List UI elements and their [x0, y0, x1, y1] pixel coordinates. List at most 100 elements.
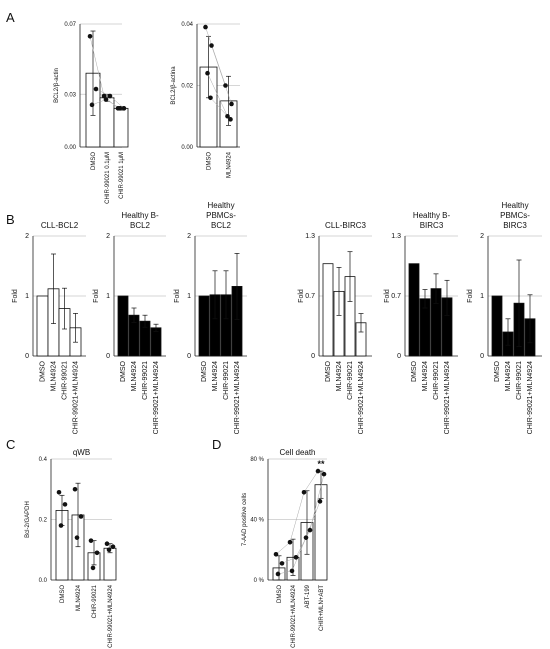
chart-title: Healthy PBMCs-BIRC3 [500, 201, 530, 230]
data-point [315, 468, 321, 474]
data-point [62, 502, 68, 507]
y-tick-label: 0 [25, 353, 29, 360]
y-axis-label: Fold [93, 289, 100, 303]
chart-title: qWB [73, 448, 90, 457]
y-axis-label: Fold [298, 289, 305, 303]
x-tick-label: DMSO [325, 360, 332, 382]
y-tick-label: 2 [187, 233, 191, 240]
y-tick-label: 0 [397, 353, 401, 360]
data-point [275, 571, 281, 577]
y-tick-label: 0.0 [39, 578, 48, 584]
data-point [89, 102, 95, 108]
chart-title: CLL-BIRC3 [325, 221, 366, 230]
x-tick-label: MLN4924 [336, 361, 343, 391]
data-point [110, 544, 116, 550]
y-tick-label: 0 [187, 353, 191, 360]
panel-label-a: A [6, 10, 15, 25]
x-tick-label: MLN4924 [131, 361, 138, 391]
data-point [121, 106, 127, 111]
y-tick-label: 1 [25, 293, 29, 300]
chart-b2: 2 1 0 Fold Healthy B-BCL2 DMSO MLN4924 CHIR-990… [93, 211, 166, 434]
data-point [208, 95, 213, 101]
paired-line [205, 26, 226, 86]
data-point [303, 535, 309, 540]
paired-line [275, 470, 319, 555]
chart-c: 0.4 0.2 0.0 Bcl-2/GAPDH qWB DMSO MLN4924 CHIR-9… [25, 448, 117, 648]
x-tick-label: CHIR-99021+MLN4924 [358, 361, 365, 434]
data-point [90, 565, 96, 571]
y-axis-label: Fold [12, 289, 19, 303]
x-tick-label: CHIR-99021 [92, 584, 98, 618]
chart-title-line: Healthy [207, 201, 234, 210]
y-tick-label: 0.4 [39, 457, 48, 463]
y-tick-label: 0.00 [64, 145, 76, 151]
x-tick-label: CHIR-99021+MLN4924 [291, 584, 297, 648]
chart-title: Healthy B-BIRC3 [413, 211, 451, 230]
data-point [203, 24, 208, 30]
data-point [74, 535, 80, 540]
significance-annotation: ** [317, 459, 325, 469]
y-tick-label: 80 % [250, 457, 264, 463]
y-tick-label: 1.3 [391, 233, 401, 240]
panel-label-d: D [212, 437, 221, 452]
data-point [101, 93, 107, 99]
data-point [273, 551, 279, 557]
chart-title-line: PBMCs- [500, 211, 530, 220]
x-tick-label: MLN4924 [76, 584, 82, 611]
chart-title-line: BIRC3 [420, 221, 444, 230]
data-point [94, 550, 100, 556]
y-tick-label: 0.07 [64, 22, 76, 28]
x-tick-label: CHIR-99021 [142, 361, 149, 400]
bar [99, 97, 115, 148]
data-point [117, 106, 123, 111]
chart-title-line: CLL-BIRC3 [325, 221, 366, 230]
panel-label-c: C [6, 437, 15, 452]
chart-title: CLL-BCL2 [41, 221, 79, 230]
y-tick-label: 0.02 [181, 84, 193, 90]
x-tick-label: CHIR-99021+MLN4924 [73, 361, 80, 434]
paired-line [207, 73, 228, 117]
chart-title: Healthy PBMCs-BCL2 [206, 201, 236, 230]
data-point [317, 499, 323, 504]
data-point [228, 117, 233, 122]
x-tick-label: MLN4924 [422, 361, 429, 391]
y-tick-label: 0 [480, 353, 484, 360]
x-tick-label: DMSO [201, 360, 208, 382]
x-tick-label: MLN4924 [212, 361, 219, 391]
x-tick-label: CHIR-99021+MLN4924 [234, 361, 241, 434]
data-point [58, 523, 64, 528]
x-tick-label: DMSO [494, 360, 501, 382]
y-tick-label: 1.3 [305, 233, 315, 240]
bar [408, 263, 420, 357]
bar [117, 295, 129, 357]
data-point [205, 70, 210, 76]
y-tick-label: 0 % [254, 578, 265, 584]
data-point [93, 86, 99, 92]
y-tick-label: 1 [187, 293, 191, 300]
x-tick-label: CHIR-99021 1μM [119, 152, 125, 199]
data-point [229, 101, 234, 107]
x-tick-label: CHIR-99021 [516, 361, 523, 400]
x-tick-label: DMSO [411, 360, 418, 382]
chart-b1: 2 1 0 Fold CLL-BCL2 DMSO MLN4924 CHIR-99021 CHIR… [12, 221, 86, 434]
x-tick-label: MLN4924 [51, 361, 58, 391]
x-tick-label: MLN4924 [505, 361, 512, 391]
x-tick-label: CHIR-99021 [433, 361, 440, 400]
x-tick-label: CHIR-99021 [62, 361, 69, 400]
data-point [289, 568, 295, 574]
data-point [87, 34, 93, 39]
data-point [56, 489, 62, 495]
x-tick-label: CHIR-99021 0.1μM [105, 152, 111, 204]
data-point [103, 97, 109, 102]
data-point [307, 527, 313, 533]
bar [36, 295, 49, 357]
x-tick-label: CHIR-99021+MLN4924 [153, 361, 160, 434]
paired-line [281, 474, 325, 564]
chart-a2: 0.04 0.02 0.00 BCL2/β-actina DMSO MLN4924 [171, 22, 240, 178]
bar [113, 107, 129, 148]
y-axis-label: Fold [174, 289, 181, 303]
data-point [287, 539, 293, 545]
chart-b4: 1.3 0.7 0 Fold CLL-BIRC3 DMSO MLN4924 CHIR-9902… [298, 221, 372, 434]
y-tick-label: 0.00 [181, 145, 193, 151]
